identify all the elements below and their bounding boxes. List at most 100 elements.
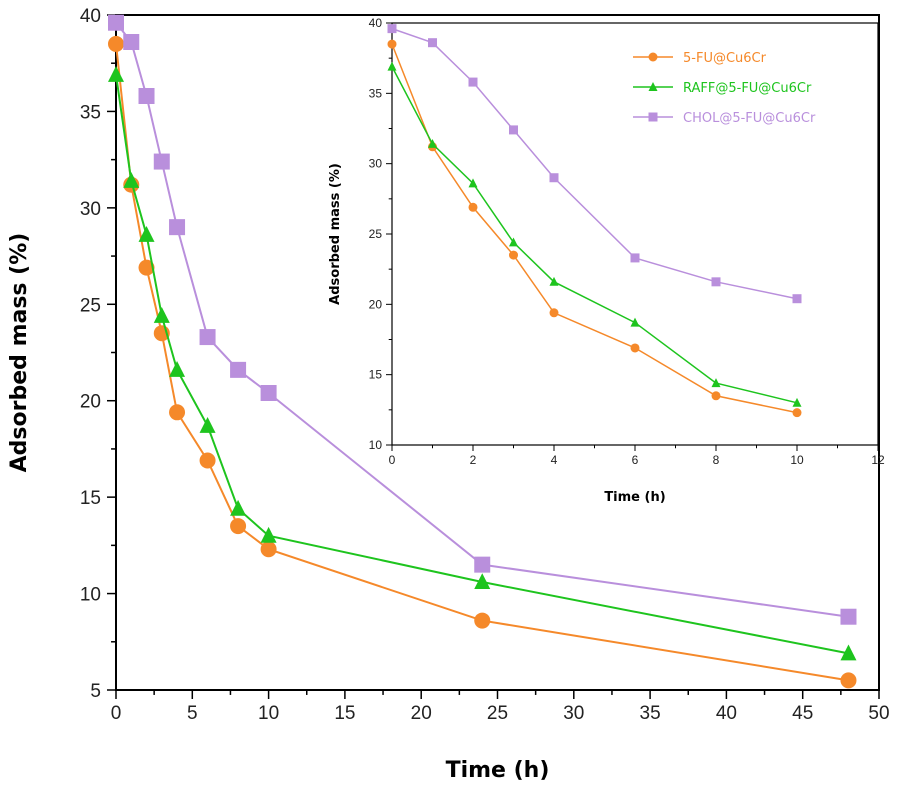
inset-y-tick-label: 10: [369, 438, 383, 452]
inset-data-point: [549, 308, 559, 318]
main-data-point: [840, 608, 857, 625]
inset-series-line: [391, 43, 798, 414]
inset-y-tick-label: 20: [369, 297, 383, 311]
inset-data-point: [711, 277, 721, 287]
main-x-axis-title: Time (h): [446, 758, 550, 783]
main-data-point: [169, 219, 186, 236]
inset-data-point: [549, 276, 559, 286]
main-x-tick-label: 15: [334, 703, 355, 724]
main-y-tick-label: 30: [80, 199, 101, 220]
inset-data-point: [630, 343, 640, 353]
main-data-point: [199, 329, 216, 346]
main-series-1: [108, 65, 857, 661]
main-data-point: [474, 612, 491, 629]
inset-data-point: [792, 397, 802, 407]
inset-data-point: [428, 139, 437, 148]
main-data-point: [840, 644, 857, 661]
main-y-tick-label: 15: [80, 488, 101, 509]
inset-data-point: [711, 378, 721, 388]
main-y-tick-label: 20: [80, 392, 101, 413]
main-data-point: [199, 416, 216, 433]
main-data-point: [138, 226, 155, 242]
main-x-tick-label: 0: [111, 703, 122, 724]
legend-marker: [648, 82, 658, 91]
legend-label: 5-FU@Cu6Cr: [683, 51, 767, 66]
legend-marker: [648, 112, 658, 122]
main-data-point: [123, 34, 140, 50]
inset-series-line: [391, 66, 798, 404]
main-x-tick-label: 20: [411, 703, 432, 724]
main-y-tick-label: 35: [80, 102, 101, 123]
inset-data-point: [468, 77, 478, 87]
main-x-tick-label: 25: [487, 703, 508, 724]
main-data-point: [169, 361, 186, 377]
legend-marker: [648, 52, 658, 62]
main-data-point: [153, 153, 170, 170]
main-data-point: [474, 556, 491, 573]
main-data-point: [108, 14, 124, 31]
inset-chart: 0 2 4 6 8 10 12 10 15 20 25 30 35 40 Time (h) Adsorbed …: [328, 16, 885, 505]
inset-x-tick-label: 2: [470, 453, 477, 467]
main-data-point: [230, 518, 247, 535]
main-data-point: [230, 361, 247, 378]
main-data-point: [138, 88, 155, 104]
main-data-point: [260, 526, 277, 543]
main-data-point: [260, 385, 277, 401]
inset-data-point: [387, 24, 397, 34]
inset-series-0: [387, 39, 802, 418]
main-data-point: [199, 452, 216, 469]
inset-data-point: [387, 61, 397, 71]
inset-data-point: [509, 125, 518, 135]
inset-data-point: [509, 250, 518, 260]
main-y-tick-label: 25: [80, 295, 101, 316]
main-x-tick-label: 45: [792, 703, 813, 724]
main-data-point: [169, 404, 186, 421]
inset-data-point: [792, 294, 802, 304]
inset-data-point: [387, 39, 397, 49]
main-x-tick-label: 35: [640, 703, 661, 724]
main-data-point: [153, 307, 170, 323]
inset-data-point: [428, 38, 437, 48]
inset-x-tick-label: 8: [713, 453, 720, 467]
inset-series-line: [391, 27, 798, 300]
inset-data-point: [792, 408, 802, 418]
inset-y-tick-label: 25: [369, 227, 383, 241]
inset-y-tick-label: 40: [369, 16, 383, 30]
main-y-tick-label: 10: [80, 585, 101, 606]
inset-x-tick-label: 6: [632, 453, 639, 467]
inset-plot-frame: [391, 22, 879, 446]
main-y-tick-label: 5: [90, 681, 101, 702]
inset-x-axis-title: Time (h): [604, 490, 665, 505]
main-series-line: [115, 74, 849, 655]
main-y-tick-label: 40: [80, 6, 101, 27]
main-data-point: [138, 259, 155, 276]
inset-x-tick-label: 12: [871, 453, 885, 467]
inset-data-point: [549, 173, 559, 183]
inset-x-tick-label: 0: [389, 453, 396, 467]
inset-data-point: [468, 202, 478, 212]
inset-series-2: [387, 24, 802, 304]
main-data-point: [840, 672, 857, 689]
main-x-tick-label: 40: [716, 703, 737, 724]
main-data-point: [108, 35, 124, 52]
main-x-tick-label: 30: [563, 703, 584, 724]
main-data-point: [474, 573, 491, 590]
inset-series-1: [387, 61, 802, 407]
inset-y-tick-label: 15: [369, 368, 383, 382]
main-data-point: [230, 499, 247, 516]
main-data-point: [260, 541, 277, 558]
inset-y-tick-label: 30: [369, 157, 383, 171]
legend-label: CHOL@5-FU@Cu6Cr: [683, 111, 816, 126]
legend-label: RAFF@5-FU@Cu6Cr: [683, 81, 812, 96]
main-x-tick-label: 50: [868, 703, 889, 724]
main-series-line: [115, 22, 849, 618]
main-data-point: [123, 172, 140, 188]
main-series-2: [108, 14, 857, 625]
inset-x-tick-label: 4: [551, 453, 558, 467]
main-x-tick-label: 5: [187, 703, 198, 724]
inset-data-point: [630, 317, 640, 327]
inset-y-tick-label: 35: [369, 86, 383, 100]
inset-y-axis-title: Adsorbed mass (%): [328, 163, 343, 305]
main-series-line: [115, 43, 849, 682]
